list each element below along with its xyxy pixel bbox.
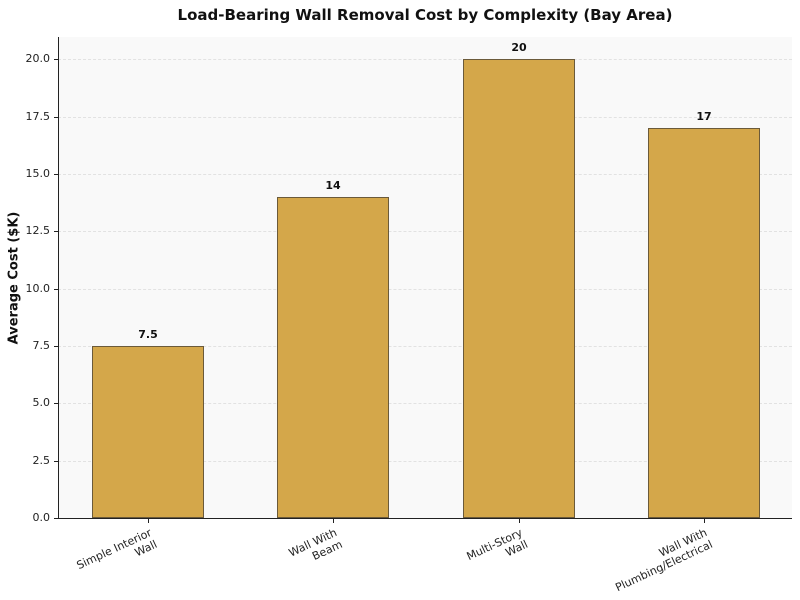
x-tick [333, 519, 334, 523]
gridline [58, 59, 792, 60]
x-tick-label: Multi-Story Wall [465, 526, 530, 575]
x-tick-label: Simple Interior Wall [74, 526, 159, 584]
y-tick-label: 12.5 [25, 224, 51, 237]
y-tick-label: 5.0 [32, 396, 51, 409]
y-tick [54, 403, 58, 404]
y-tick [54, 117, 58, 118]
y-tick [54, 174, 58, 175]
gridline [58, 174, 792, 175]
x-tick-label: Wall With Plumbing/Electrical [608, 526, 715, 594]
chart-title: Load-Bearing Wall Removal Cost by Comple… [177, 6, 673, 24]
value-label: 14 [325, 179, 341, 192]
y-axis-label: Average Cost ($K) [6, 211, 22, 345]
y-tick [54, 59, 58, 60]
y-tick-label: 17.5 [25, 110, 51, 123]
gridline [58, 461, 792, 462]
value-label: 20 [511, 41, 527, 54]
y-tick [54, 461, 58, 462]
bar-multi-story-wall [463, 59, 575, 518]
x-axis [58, 518, 792, 519]
y-tick [54, 346, 58, 347]
gridline [58, 346, 792, 347]
y-tick [54, 231, 58, 232]
bar-wall-with-plumbing-electrical [648, 128, 760, 518]
gridline [58, 403, 792, 404]
gridline [58, 231, 792, 232]
x-tick-label: Wall With Beam [286, 526, 344, 571]
value-label: 17 [696, 110, 712, 123]
y-axis [58, 37, 59, 518]
x-tick [148, 519, 149, 523]
y-tick [54, 289, 58, 290]
y-tick-label: 0.0 [32, 511, 51, 524]
bar-wall-with-beam [277, 197, 389, 518]
y-tick [54, 518, 58, 519]
y-tick-label: 20.0 [25, 52, 51, 65]
y-tick-label: 2.5 [32, 454, 51, 467]
x-tick [704, 519, 705, 523]
y-tick-label: 7.5 [32, 339, 51, 352]
bar-simple-interior-wall [92, 346, 204, 518]
gridline [58, 117, 792, 118]
value-label: 7.5 [138, 328, 158, 341]
y-tick-label: 10.0 [25, 282, 51, 295]
gridline [58, 289, 792, 290]
y-tick-label: 15.0 [25, 167, 51, 180]
x-tick [519, 519, 520, 523]
